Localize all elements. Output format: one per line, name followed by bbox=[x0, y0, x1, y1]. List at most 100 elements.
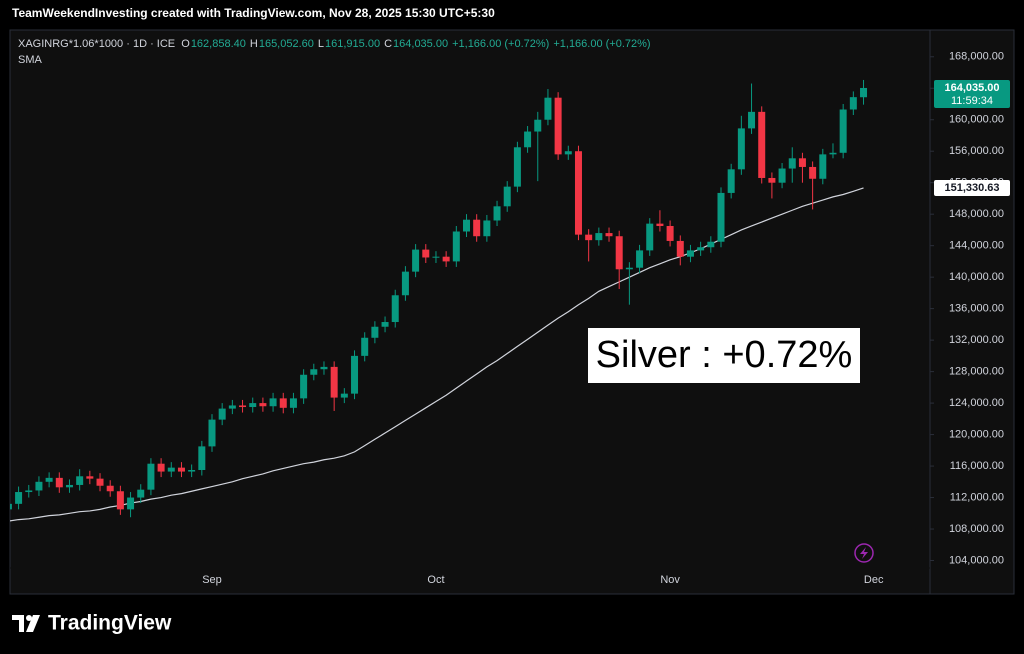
candle-body bbox=[208, 419, 216, 447]
candle-body bbox=[239, 405, 247, 408]
candle-body bbox=[269, 398, 277, 407]
candle-body bbox=[666, 225, 674, 241]
candle-body bbox=[76, 476, 84, 485]
logo-text: TradingView bbox=[48, 612, 172, 635]
x-tick-label: Oct bbox=[427, 574, 444, 586]
candle-body bbox=[35, 481, 43, 491]
candle-body bbox=[483, 220, 491, 237]
candle-body bbox=[249, 403, 257, 408]
candle-body bbox=[45, 477, 53, 482]
candle-body bbox=[351, 355, 359, 394]
candle-body bbox=[127, 497, 135, 510]
ann-box: Silver : +0.72% bbox=[588, 328, 860, 383]
candle-body bbox=[198, 446, 206, 470]
candle-body bbox=[473, 219, 481, 237]
candle-body bbox=[564, 151, 572, 155]
candle-body bbox=[860, 87, 868, 98]
y-tick-label: 156,000.00 bbox=[949, 145, 1004, 157]
change: +1,166.00 (+0.72%) bbox=[553, 38, 651, 50]
candle-body bbox=[96, 478, 104, 486]
candle-body bbox=[10, 503, 12, 510]
candle-body bbox=[798, 158, 806, 167]
candle-body bbox=[340, 393, 348, 398]
candle-body bbox=[737, 128, 745, 170]
y-tick-label: 116,000.00 bbox=[950, 460, 1004, 472]
candle-body bbox=[361, 337, 369, 356]
y-tick-label: 144,000.00 bbox=[949, 240, 1004, 252]
candle-body bbox=[137, 489, 145, 498]
candle-body bbox=[25, 490, 33, 493]
ohlc-value: 165,052.60 bbox=[258, 38, 314, 50]
annotation-box bbox=[588, 328, 860, 383]
price-marker-label: 164,035.00 bbox=[944, 82, 999, 94]
candle-body bbox=[55, 477, 63, 488]
symbol: XAGINRG*1.06*1000 · 1D · ICE bbox=[18, 38, 176, 50]
candle-body bbox=[320, 366, 328, 370]
y-tick-label: 108,000.00 bbox=[949, 523, 1004, 535]
candle-body bbox=[401, 271, 409, 296]
x-tick-label: Nov bbox=[660, 574, 680, 586]
price-marker bbox=[934, 179, 1010, 196]
candle-body bbox=[310, 369, 318, 375]
ohlc-key: H bbox=[249, 38, 258, 50]
y-tick-label: 168,000.00 bbox=[949, 51, 1004, 63]
candle-body bbox=[758, 111, 766, 178]
logo-mark-b bbox=[26, 615, 40, 632]
price-marker bbox=[934, 79, 1010, 108]
y-tick-label: 132,000.00 bbox=[949, 334, 1004, 346]
plot bbox=[10, 79, 868, 522]
countdown: 11:59:34 bbox=[951, 95, 993, 107]
candle-body bbox=[463, 219, 470, 232]
candle-body bbox=[188, 469, 196, 472]
legend-row: XAGINRG*1.06*1000 · 1D · ICE O162,858.40… bbox=[18, 36, 655, 52]
sma-legend: SMA bbox=[18, 54, 42, 66]
y-tick-label: 112,000.00 bbox=[950, 491, 1004, 503]
y-tick-label: 148,000.00 bbox=[949, 208, 1004, 220]
candle-body bbox=[442, 256, 450, 262]
logo-mark-dot bbox=[26, 615, 32, 621]
candle-body bbox=[788, 158, 796, 169]
ohlc-key: L bbox=[317, 38, 325, 50]
candle-body bbox=[646, 223, 654, 251]
candle-body bbox=[147, 463, 155, 490]
candle-body bbox=[300, 374, 308, 399]
x-tick-label: Sep bbox=[202, 574, 222, 586]
candle-body bbox=[65, 484, 73, 488]
candle-body bbox=[381, 322, 389, 327]
y-tick-label: 104,000.00 bbox=[949, 554, 1004, 566]
alert-icon[interactable] bbox=[854, 543, 874, 563]
candle-body bbox=[707, 241, 715, 248]
candle-body bbox=[371, 326, 379, 338]
candle-body bbox=[574, 151, 582, 235]
candle-body bbox=[279, 398, 287, 408]
candle-body bbox=[636, 250, 644, 268]
y-tick-label: 128,000.00 bbox=[949, 366, 1004, 378]
ohlc-key: O bbox=[181, 38, 190, 50]
candle-body bbox=[727, 169, 735, 193]
y-tick-label: 140,000.00 bbox=[949, 271, 1004, 283]
alert-circle[interactable] bbox=[854, 543, 874, 563]
y-tick-label: 160,000.00 bbox=[949, 114, 1004, 126]
alert-bolt[interactable] bbox=[860, 547, 868, 559]
candle-body bbox=[452, 231, 460, 262]
legend: XAGINRG*1.06*1000 · 1D · ICE O162,858.40… bbox=[18, 36, 655, 68]
candle-body bbox=[391, 295, 399, 323]
candle-body bbox=[676, 240, 684, 257]
candle-body bbox=[177, 467, 185, 472]
candle-body bbox=[86, 476, 94, 479]
candle-body bbox=[15, 492, 23, 504]
candle-body bbox=[218, 408, 226, 420]
credit: TeamWeekendInvesting created with Tradin… bbox=[12, 6, 495, 20]
candle-body bbox=[595, 233, 603, 241]
y-tick-label: 120,000.00 bbox=[949, 428, 1004, 440]
candle-body bbox=[656, 223, 664, 226]
candle-body bbox=[615, 236, 623, 270]
ohlc-value: 164,035.00 bbox=[393, 38, 449, 50]
candle-body bbox=[697, 247, 705, 251]
ohlc-value: 162,858.40 bbox=[190, 38, 246, 50]
candle-body bbox=[157, 463, 165, 472]
candle-body bbox=[289, 398, 297, 408]
ohlc: O162,858.40 H165,052.60 L161,915.00 C164,03… bbox=[181, 38, 654, 50]
candle-body bbox=[829, 152, 837, 155]
